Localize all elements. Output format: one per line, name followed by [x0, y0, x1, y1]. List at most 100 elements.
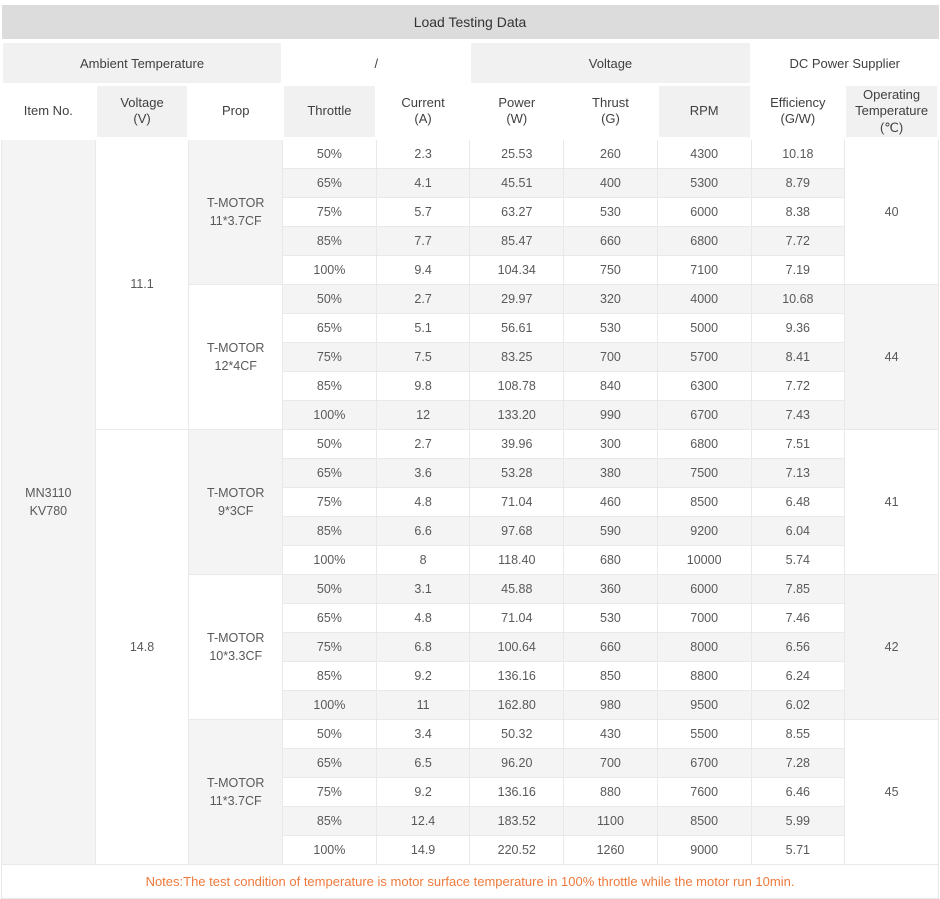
- efficiency-cell: 8.38: [750, 196, 846, 227]
- current-cell: 4.8: [375, 602, 471, 633]
- table-row: 65% 5.1 56.61 530 5000 9.36: [2, 312, 939, 343]
- efficiency-cell: 6.48: [750, 486, 846, 517]
- throttle-cell: 85%: [282, 515, 377, 546]
- thrust-cell: 840: [563, 370, 658, 401]
- current-cell: 6.5: [375, 747, 471, 778]
- throttle-cell: 100%: [282, 544, 377, 575]
- throttle-cell: 75%: [282, 486, 377, 517]
- thrust-cell: 400: [563, 167, 658, 198]
- throttle-cell: 50%: [282, 573, 377, 604]
- throttle-cell: 75%: [282, 341, 377, 372]
- table-row: 100% 11 162.80 980 9500 6.02: [2, 689, 939, 720]
- rpm-cell: 6700: [656, 399, 752, 430]
- thrust-cell: 700: [563, 747, 658, 778]
- notes-text: Notes:The test condition of temperature …: [1, 863, 939, 899]
- power-cell: 136.16: [469, 660, 565, 691]
- prop-cell: T-MOTOR 9*3CF: [188, 428, 284, 575]
- thrust-cell: 660: [563, 631, 658, 662]
- efficiency-cell: 10.68: [750, 283, 846, 314]
- header-column: Item No.: [0, 83, 97, 140]
- table-body: MN3110 KV780 11.1 T-MOTOR 11*3.7CF 50% 2.3 25…: [1, 137, 939, 865]
- power-cell: 71.04: [469, 486, 565, 517]
- current-cell: 5.1: [375, 312, 471, 343]
- efficiency-cell: 7.28: [750, 747, 846, 778]
- current-cell: 2.3: [375, 137, 471, 169]
- rpm-cell: 8800: [656, 660, 752, 691]
- operating-temperature-cell: 41: [844, 428, 939, 575]
- thrust-cell: 530: [563, 196, 658, 227]
- efficiency-cell: 6.56: [750, 631, 846, 662]
- table-row: 75% 9.2 136.16 880 7600 6.46: [2, 776, 939, 807]
- rpm-cell: 8000: [656, 631, 752, 662]
- header-column: Voltage (V): [93, 83, 191, 140]
- rpm-cell: 9500: [656, 689, 752, 720]
- rpm-cell: 4000: [656, 283, 752, 314]
- rpm-cell: 9000: [656, 834, 752, 865]
- throttle-cell: 65%: [282, 457, 377, 488]
- thrust-cell: 680: [563, 544, 658, 575]
- throttle-cell: 65%: [282, 312, 377, 343]
- operating-temperature-cell: 40: [844, 137, 939, 285]
- current-cell: 14.9: [375, 834, 471, 865]
- power-cell: 104.34: [469, 254, 565, 285]
- power-cell: 162.80: [469, 689, 565, 720]
- table-row: 85% 9.8 108.78 840 6300 7.72: [2, 370, 939, 401]
- power-cell: 100.64: [469, 631, 565, 662]
- efficiency-cell: 7.46: [750, 602, 846, 633]
- throttle-cell: 50%: [282, 137, 377, 169]
- power-cell: 220.52: [469, 834, 565, 865]
- operating-temperature-cell: 44: [844, 283, 939, 430]
- power-cell: 29.97: [469, 283, 565, 314]
- header-group-row: Ambient Temperature / Voltage DC Power Supp…: [0, 39, 940, 86]
- power-cell: 85.47: [469, 225, 565, 256]
- thrust-cell: 700: [563, 341, 658, 372]
- power-cell: 96.20: [469, 747, 565, 778]
- rpm-cell: 5500: [656, 718, 752, 749]
- throttle-cell: 50%: [282, 283, 377, 314]
- throttle-cell: 85%: [282, 225, 377, 256]
- rpm-cell: 5700: [656, 341, 752, 372]
- power-cell: 183.52: [469, 805, 565, 836]
- throttle-cell: 75%: [282, 196, 377, 227]
- rpm-cell: 5000: [656, 312, 752, 343]
- current-cell: 3.1: [375, 573, 471, 604]
- efficiency-cell: 7.51: [750, 428, 846, 459]
- rpm-cell: 5300: [656, 167, 752, 198]
- throttle-cell: 50%: [282, 428, 377, 459]
- throttle-cell: 100%: [282, 834, 377, 865]
- current-cell: 2.7: [375, 428, 471, 459]
- table-row: 75% 7.5 83.25 700 5700 8.41: [2, 341, 939, 372]
- throttle-cell: 65%: [282, 602, 377, 633]
- thrust-cell: 320: [563, 283, 658, 314]
- power-cell: 39.96: [469, 428, 565, 459]
- table-row: 85% 6.6 97.68 590 9200 6.04: [2, 515, 939, 546]
- thrust-cell: 380: [563, 457, 658, 488]
- throttle-cell: 65%: [282, 747, 377, 778]
- thrust-cell: 360: [563, 573, 658, 604]
- prop-cell: T-MOTOR 10*3.3CF: [188, 573, 284, 720]
- header-column: Power (W): [468, 83, 566, 140]
- throttle-cell: 75%: [282, 776, 377, 807]
- current-cell: 9.2: [375, 660, 471, 691]
- rpm-cell: 8500: [656, 486, 752, 517]
- header-column: Thrust (G): [562, 83, 659, 140]
- header-column: Throttle: [281, 83, 378, 140]
- rpm-cell: 7000: [656, 602, 752, 633]
- rpm-cell: 6800: [656, 225, 752, 256]
- header-group: Voltage: [468, 39, 753, 86]
- power-cell: 25.53: [469, 137, 565, 169]
- rpm-cell: 7100: [656, 254, 752, 285]
- table-row: MN3110 KV780 11.1 T-MOTOR 11*3.7CF 50% 2.3 25…: [1, 137, 939, 865]
- thrust-cell: 460: [563, 486, 658, 517]
- thrust-cell: 1260: [563, 834, 658, 865]
- header-column-row: Item No. Voltage (V) Prop Throttle Current (…: [0, 83, 940, 140]
- table-row: 100% 12 133.20 990 6700 7.43: [2, 399, 939, 430]
- throttle-cell: 50%: [282, 718, 377, 749]
- current-cell: 5.7: [375, 196, 471, 227]
- current-cell: 8: [375, 544, 471, 575]
- load-testing-table: Load Testing Data Ambient Temperature / Vo…: [0, 5, 940, 899]
- voltage-cell: 14.8: [94, 428, 190, 865]
- power-cell: 97.68: [469, 515, 565, 546]
- efficiency-cell: 5.74: [750, 544, 846, 575]
- operating-temperature-cell: 45: [844, 718, 939, 865]
